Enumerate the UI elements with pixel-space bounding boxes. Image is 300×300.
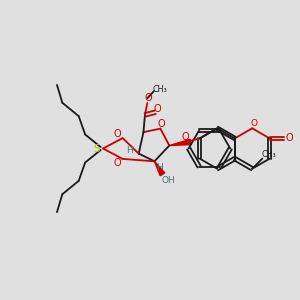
Text: H: H xyxy=(126,146,133,155)
Text: H: H xyxy=(156,163,163,172)
Text: S: S xyxy=(94,143,101,154)
Text: O: O xyxy=(157,119,165,129)
Text: O: O xyxy=(154,104,161,114)
Text: O: O xyxy=(182,132,189,142)
Text: CH₃: CH₃ xyxy=(152,85,167,94)
Text: CH₃: CH₃ xyxy=(262,150,276,159)
Text: O: O xyxy=(113,158,121,168)
Text: O: O xyxy=(113,129,121,139)
Polygon shape xyxy=(169,139,191,146)
Text: OH: OH xyxy=(162,176,175,185)
Text: O: O xyxy=(144,93,152,103)
Text: O: O xyxy=(250,119,257,128)
Polygon shape xyxy=(154,161,165,176)
Text: O: O xyxy=(285,134,293,143)
